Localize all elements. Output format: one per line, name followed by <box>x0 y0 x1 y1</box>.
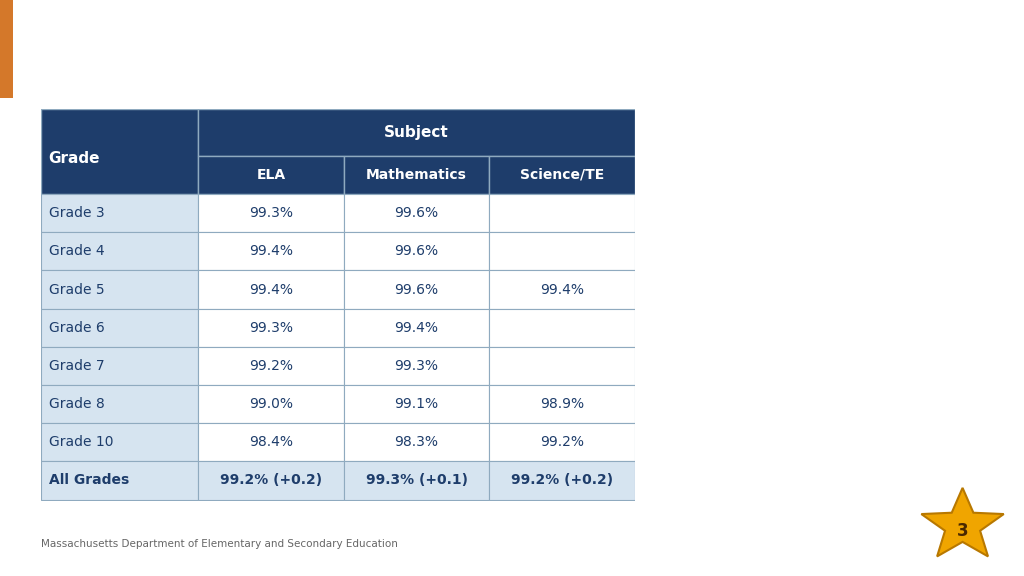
Bar <box>199 156 344 194</box>
Bar <box>344 461 489 499</box>
Bar <box>41 194 199 232</box>
Bar <box>199 461 344 499</box>
Text: Grade: Grade <box>48 151 99 166</box>
Text: 99.6%: 99.6% <box>394 206 438 220</box>
Bar <box>41 423 199 461</box>
Bar <box>199 309 344 347</box>
Bar <box>199 232 344 270</box>
Bar <box>199 385 344 423</box>
Bar <box>41 385 199 423</box>
Bar <box>344 423 489 461</box>
Text: 99.6%: 99.6% <box>394 244 438 258</box>
Text: 98.9%: 98.9% <box>540 397 584 411</box>
Bar <box>489 309 635 347</box>
Text: 3: 3 <box>956 522 969 540</box>
Bar <box>489 461 635 499</box>
Text: 99.3%: 99.3% <box>394 359 438 373</box>
Text: 98.4%: 98.4% <box>249 435 293 449</box>
Bar <box>41 232 199 270</box>
Bar <box>199 423 344 461</box>
Text: 99.3% (+0.1): 99.3% (+0.1) <box>366 473 468 487</box>
Text: Grade 7: Grade 7 <box>49 359 104 373</box>
Bar <box>344 385 489 423</box>
Bar <box>489 423 635 461</box>
Bar <box>344 309 489 347</box>
Text: 99.6%: 99.6% <box>394 282 438 297</box>
Text: 99.1%: 99.1% <box>394 397 438 411</box>
Bar <box>41 461 199 499</box>
Text: 99.4%: 99.4% <box>249 282 293 297</box>
Bar <box>41 309 199 347</box>
Text: 99.2% (+0.2): 99.2% (+0.2) <box>511 473 613 487</box>
Text: 99.4%: 99.4% <box>540 282 584 297</box>
Bar <box>344 232 489 270</box>
Bar <box>199 270 344 309</box>
Bar <box>344 156 489 194</box>
Text: MCAS 2018 Participation Rates: MCAS 2018 Participation Rates <box>28 35 561 63</box>
Text: 99.3%: 99.3% <box>249 321 293 335</box>
Bar <box>41 270 199 309</box>
Bar <box>0 0 13 98</box>
Bar <box>199 347 344 385</box>
Text: Grade 4: Grade 4 <box>49 244 104 258</box>
Text: Grade 8: Grade 8 <box>49 397 105 411</box>
Text: 99.0%: 99.0% <box>249 397 293 411</box>
Text: Grade 3: Grade 3 <box>49 206 104 220</box>
Text: All Grades: All Grades <box>49 473 129 487</box>
Text: 99.4%: 99.4% <box>394 321 438 335</box>
Bar <box>344 270 489 309</box>
Text: 98.3%: 98.3% <box>394 435 438 449</box>
Bar <box>489 270 635 309</box>
Bar <box>344 347 489 385</box>
Text: ELA: ELA <box>257 168 286 182</box>
Bar <box>344 194 489 232</box>
Polygon shape <box>922 488 1004 556</box>
Text: 99.2%: 99.2% <box>249 359 293 373</box>
Bar <box>199 194 344 232</box>
Text: Massachusetts Department of Elementary and Secondary Education: Massachusetts Department of Elementary a… <box>41 539 398 550</box>
Text: 99.4%: 99.4% <box>249 244 293 258</box>
Bar <box>41 109 199 194</box>
Bar <box>199 109 635 156</box>
Text: Mathematics: Mathematics <box>367 168 467 182</box>
Bar <box>41 347 199 385</box>
Bar <box>489 156 635 194</box>
Bar <box>489 385 635 423</box>
Text: 99.3%: 99.3% <box>249 206 293 220</box>
Text: Grade 6: Grade 6 <box>49 321 105 335</box>
Text: 99.2%: 99.2% <box>540 435 584 449</box>
Text: 99.2% (+0.2): 99.2% (+0.2) <box>220 473 323 487</box>
Text: Subject: Subject <box>384 125 449 140</box>
Text: Grade 10: Grade 10 <box>49 435 114 449</box>
Text: Grade 5: Grade 5 <box>49 282 104 297</box>
Bar <box>489 347 635 385</box>
Text: Science/TE: Science/TE <box>520 168 604 182</box>
Bar <box>489 194 635 232</box>
Bar <box>489 232 635 270</box>
